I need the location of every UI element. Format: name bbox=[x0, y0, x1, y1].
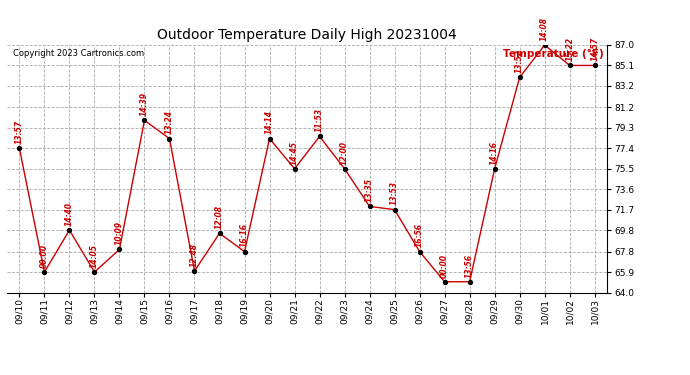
Point bbox=[539, 42, 550, 48]
Text: 14:08: 14:08 bbox=[540, 17, 549, 41]
Text: 00:00: 00:00 bbox=[440, 254, 449, 278]
Point bbox=[139, 117, 150, 123]
Text: 00:00: 00:00 bbox=[40, 244, 49, 268]
Point bbox=[364, 203, 375, 209]
Text: 16:56: 16:56 bbox=[415, 224, 424, 248]
Point bbox=[564, 63, 575, 69]
Point bbox=[339, 166, 350, 172]
Point bbox=[64, 227, 75, 233]
Text: 14:14: 14:14 bbox=[265, 111, 274, 135]
Point bbox=[389, 207, 400, 213]
Text: 12:00: 12:00 bbox=[340, 141, 349, 165]
Point bbox=[589, 63, 600, 69]
Text: 14:16: 14:16 bbox=[490, 141, 499, 165]
Text: 14:57: 14:57 bbox=[590, 37, 599, 61]
Point bbox=[214, 230, 225, 236]
Text: 13:24: 13:24 bbox=[165, 111, 174, 135]
Title: Outdoor Temperature Daily High 20231004: Outdoor Temperature Daily High 20231004 bbox=[157, 28, 457, 42]
Text: 11:53: 11:53 bbox=[315, 108, 324, 132]
Text: 12:48: 12:48 bbox=[190, 243, 199, 267]
Point bbox=[289, 166, 300, 172]
Point bbox=[114, 246, 125, 252]
Text: 13:52: 13:52 bbox=[515, 49, 524, 73]
Text: 14:40: 14:40 bbox=[65, 202, 74, 226]
Text: 16:16: 16:16 bbox=[240, 224, 249, 248]
Point bbox=[164, 136, 175, 142]
Text: 14:05: 14:05 bbox=[90, 244, 99, 268]
Text: 13:57: 13:57 bbox=[15, 120, 24, 144]
Point bbox=[239, 249, 250, 255]
Text: 12:08: 12:08 bbox=[215, 205, 224, 229]
Text: 14:39: 14:39 bbox=[140, 92, 149, 116]
Point bbox=[414, 249, 425, 255]
Text: Copyright 2023 Cartronics.com: Copyright 2023 Cartronics.com bbox=[13, 49, 144, 58]
Text: Temperature (°F): Temperature (°F) bbox=[504, 49, 604, 59]
Point bbox=[314, 134, 325, 140]
Point bbox=[14, 145, 25, 151]
Point bbox=[89, 269, 100, 275]
Point bbox=[464, 279, 475, 285]
Point bbox=[514, 74, 525, 80]
Text: 13:35: 13:35 bbox=[365, 178, 374, 202]
Text: 13:53: 13:53 bbox=[390, 182, 399, 206]
Point bbox=[439, 279, 450, 285]
Point bbox=[39, 269, 50, 275]
Point bbox=[189, 268, 200, 274]
Point bbox=[489, 166, 500, 172]
Text: 13:56: 13:56 bbox=[465, 254, 474, 278]
Text: 14:45: 14:45 bbox=[290, 141, 299, 165]
Text: 10:09: 10:09 bbox=[115, 221, 124, 245]
Point bbox=[264, 136, 275, 142]
Text: 15:22: 15:22 bbox=[565, 37, 574, 61]
